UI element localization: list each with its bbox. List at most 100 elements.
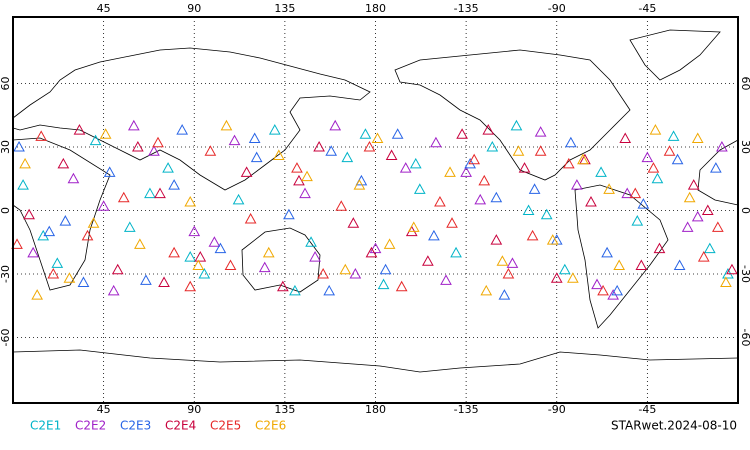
triangle-marker bbox=[224, 259, 237, 271]
triangle-marker bbox=[591, 278, 603, 290]
triangle-marker bbox=[194, 251, 207, 262]
triangle-marker bbox=[339, 263, 352, 275]
triangle-marker bbox=[111, 263, 124, 275]
triangle-marker bbox=[422, 255, 434, 266]
grid bbox=[13, 17, 738, 403]
x-tick-label-bottom: 45 bbox=[97, 403, 111, 416]
triangle-marker bbox=[184, 196, 197, 207]
triangle-marker bbox=[365, 246, 378, 258]
coast-south-america bbox=[574, 184, 669, 329]
triangle-marker bbox=[585, 196, 597, 207]
triangle-marker bbox=[434, 196, 446, 207]
legend-entry: C2E3 bbox=[120, 419, 151, 433]
triangle-marker bbox=[240, 166, 253, 177]
triangle-marker bbox=[460, 166, 472, 177]
triangle-marker bbox=[611, 284, 624, 296]
triangle-marker bbox=[597, 284, 609, 296]
triangle-marker bbox=[192, 259, 205, 271]
triangle-marker bbox=[228, 134, 241, 146]
triangle-marker bbox=[512, 145, 525, 156]
x-tick-label-top: -135 bbox=[454, 2, 479, 15]
triangle-marker bbox=[603, 183, 615, 194]
x-tick-label-bottom: -90 bbox=[548, 403, 566, 416]
triangle-marker bbox=[399, 162, 412, 173]
triangle-marker bbox=[407, 221, 420, 232]
triangle-marker bbox=[534, 126, 547, 137]
triangle-marker bbox=[220, 119, 233, 131]
x-tick-label-bottom: 180 bbox=[365, 403, 386, 416]
triangle-marker bbox=[383, 238, 396, 249]
triangle-marker bbox=[562, 157, 575, 169]
y-tick-label-left: 60 bbox=[0, 77, 12, 91]
triangle-marker bbox=[697, 251, 710, 262]
triangle-marker bbox=[144, 187, 156, 199]
triangle-marker bbox=[73, 124, 86, 135]
triangle-marker bbox=[162, 162, 174, 173]
triangle-marker bbox=[81, 229, 94, 241]
triangle-marker bbox=[446, 217, 458, 228]
triangle-marker bbox=[309, 251, 321, 262]
y-tick-label-right: -30 bbox=[739, 265, 750, 283]
triangle-marker bbox=[317, 267, 329, 279]
triangle-marker bbox=[474, 193, 487, 205]
triangle-marker bbox=[277, 280, 289, 292]
triangle-marker bbox=[250, 151, 263, 163]
y-tick-label-right: 0 bbox=[739, 207, 750, 214]
triangle-marker bbox=[681, 221, 694, 232]
x-tick-label-top: 180 bbox=[365, 2, 386, 15]
triangle-marker bbox=[168, 179, 180, 190]
triangle-marker bbox=[482, 124, 495, 135]
triangle-marker bbox=[184, 280, 197, 292]
marks bbox=[11, 119, 738, 300]
triangle-marker bbox=[701, 204, 714, 215]
legend-entry: C2E5 bbox=[210, 419, 241, 433]
triangle-marker bbox=[232, 193, 245, 205]
triangle-marker bbox=[214, 242, 227, 254]
triangle-marker bbox=[635, 259, 648, 271]
triangle-marker bbox=[291, 162, 303, 173]
triangle-marker bbox=[89, 134, 102, 146]
triangle-marker bbox=[87, 217, 100, 228]
triangle-marker bbox=[283, 208, 295, 220]
triangle-marker bbox=[651, 172, 664, 184]
triangle-marker bbox=[506, 257, 519, 268]
triangle-marker bbox=[496, 255, 509, 266]
triangle-marker bbox=[663, 145, 676, 156]
triangle-marker bbox=[347, 217, 360, 228]
triangle-marker bbox=[691, 210, 704, 222]
x-tick-label-top: 45 bbox=[97, 2, 111, 15]
triangle-marker bbox=[272, 149, 285, 160]
triangle-marker bbox=[77, 276, 90, 287]
triangle-marker bbox=[23, 208, 35, 220]
triangle-marker bbox=[19, 157, 31, 169]
legend-entry: C2E2 bbox=[75, 419, 106, 433]
triangle-marker bbox=[59, 215, 72, 226]
y-tick-label-left: 0 bbox=[0, 207, 12, 214]
triangle-marker bbox=[430, 136, 442, 148]
triangle-marker bbox=[208, 236, 221, 247]
triangle-marker bbox=[671, 153, 684, 165]
triangle-marker bbox=[683, 191, 696, 203]
triangle-marker bbox=[63, 272, 76, 283]
triangle-marker bbox=[57, 157, 70, 169]
triangle-marker bbox=[391, 128, 404, 139]
triangle-marker bbox=[712, 221, 724, 232]
triangle-marker bbox=[498, 289, 511, 300]
triangle-marker bbox=[440, 274, 452, 285]
triangle-marker bbox=[99, 128, 112, 139]
y-tick-label-right: -60 bbox=[739, 329, 750, 347]
triangle-marker bbox=[353, 179, 366, 190]
triangle-marker bbox=[379, 263, 392, 275]
triangle-marker bbox=[540, 208, 553, 220]
triangle-marker bbox=[716, 140, 728, 152]
triangle-marker bbox=[123, 221, 136, 232]
triangle-marker bbox=[564, 136, 577, 148]
triangle-marker bbox=[687, 179, 700, 190]
triangle-marker bbox=[13, 140, 25, 152]
triangle-marker bbox=[363, 140, 376, 152]
triangle-marker bbox=[134, 238, 146, 249]
triangle-marker bbox=[522, 204, 535, 215]
triangle-marker bbox=[649, 124, 662, 135]
x-tick-label-top: 90 bbox=[187, 2, 201, 15]
